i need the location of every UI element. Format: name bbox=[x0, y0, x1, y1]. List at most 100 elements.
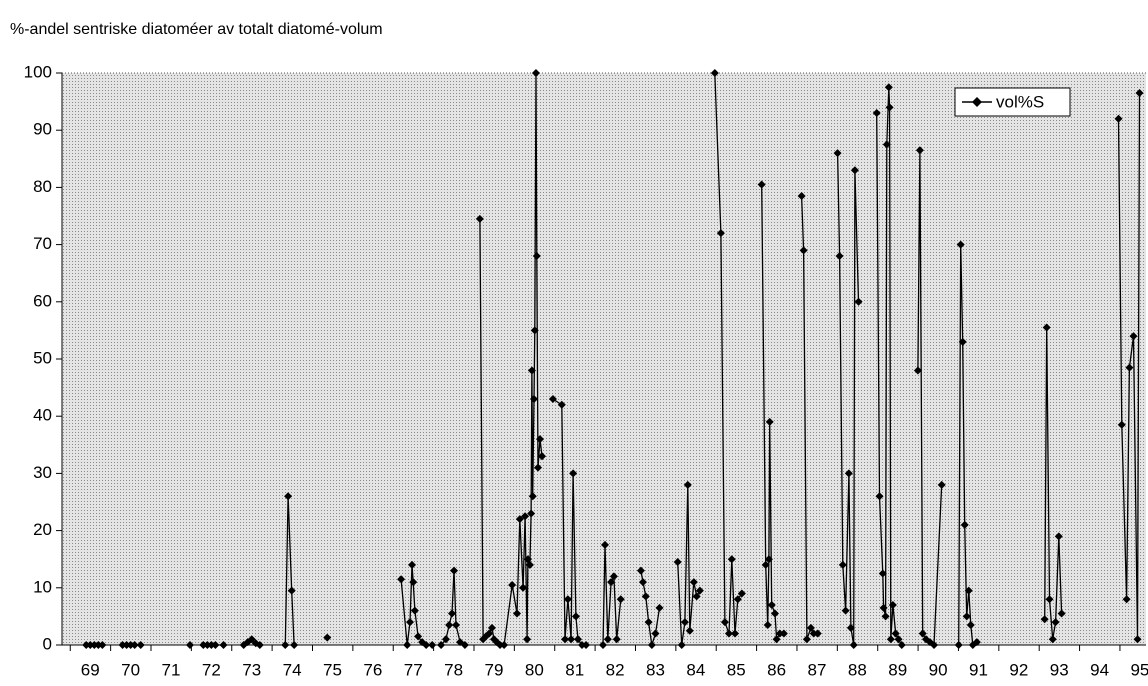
data-point bbox=[441, 635, 450, 644]
data-point bbox=[536, 435, 545, 444]
x-tick-label: 88 bbox=[848, 660, 867, 679]
data-point bbox=[930, 641, 939, 649]
data-point bbox=[397, 575, 406, 584]
data-point bbox=[90, 641, 99, 649]
data-point bbox=[410, 606, 419, 615]
data-point bbox=[809, 629, 818, 638]
data-point bbox=[897, 641, 906, 649]
data-point bbox=[609, 572, 618, 581]
y-tick-label: 60 bbox=[33, 291, 52, 310]
data-point bbox=[582, 641, 591, 649]
x-tick-label: 86 bbox=[767, 660, 786, 679]
data-point bbox=[1125, 363, 1134, 372]
data-point bbox=[561, 635, 570, 644]
data-point bbox=[527, 366, 536, 375]
data-point bbox=[437, 641, 446, 649]
data-point bbox=[414, 632, 423, 641]
data-point bbox=[806, 623, 815, 632]
data-point bbox=[616, 595, 625, 604]
data-point bbox=[757, 180, 766, 189]
x-tick-label: 93 bbox=[1050, 660, 1069, 679]
data-point bbox=[281, 641, 290, 649]
data-point bbox=[1135, 89, 1144, 98]
data-point bbox=[567, 635, 576, 644]
data-point bbox=[962, 612, 971, 621]
data-point bbox=[838, 560, 847, 569]
data-point bbox=[255, 641, 264, 649]
data-point bbox=[527, 509, 536, 518]
data-point bbox=[772, 635, 781, 644]
data-point bbox=[284, 492, 293, 501]
data-point bbox=[727, 555, 736, 564]
data-point bbox=[422, 641, 431, 649]
data-point bbox=[538, 452, 547, 461]
data-point bbox=[802, 635, 811, 644]
data-point bbox=[689, 578, 698, 587]
data-point bbox=[850, 166, 859, 175]
data-point bbox=[651, 629, 660, 638]
data-point bbox=[1054, 532, 1063, 541]
x-tick-label: 95 bbox=[1130, 660, 1148, 679]
x-tick-label: 72 bbox=[202, 660, 221, 679]
data-point bbox=[695, 586, 704, 595]
x-tick-label: 71 bbox=[162, 660, 181, 679]
data-point bbox=[408, 560, 417, 569]
data-point bbox=[523, 635, 532, 644]
plot-area bbox=[62, 73, 1146, 645]
data-point bbox=[126, 641, 135, 649]
data-point bbox=[844, 469, 853, 478]
data-point bbox=[767, 600, 776, 609]
data-point bbox=[915, 146, 924, 155]
data-point bbox=[636, 566, 645, 575]
y-tick-label: 50 bbox=[33, 348, 52, 367]
data-point bbox=[203, 641, 212, 649]
y-tick-label: 0 bbox=[43, 634, 52, 653]
legend: vol%S bbox=[954, 87, 1071, 117]
data-point bbox=[571, 612, 580, 621]
data-point bbox=[770, 609, 779, 618]
data-point bbox=[86, 641, 95, 649]
data-point bbox=[247, 635, 256, 644]
data-point bbox=[607, 578, 616, 587]
x-tick-label: 80 bbox=[525, 660, 544, 679]
data-point bbox=[118, 641, 127, 649]
data-point bbox=[207, 641, 216, 649]
data-point bbox=[1057, 609, 1066, 618]
data-point bbox=[521, 512, 530, 521]
data-point bbox=[894, 635, 903, 644]
y-tick-label: 80 bbox=[33, 177, 52, 196]
data-point bbox=[211, 641, 220, 649]
data-point bbox=[569, 469, 578, 478]
data-point bbox=[937, 480, 946, 489]
data-point bbox=[450, 566, 459, 575]
data-point bbox=[683, 480, 692, 489]
x-tick-label: 91 bbox=[969, 660, 988, 679]
data-point bbox=[764, 555, 773, 564]
y-tick-label: 10 bbox=[33, 577, 52, 596]
x-tick-label: 83 bbox=[646, 660, 665, 679]
data-point bbox=[878, 569, 887, 578]
data-point bbox=[716, 229, 725, 238]
y-tick-label: 20 bbox=[33, 520, 52, 539]
data-point bbox=[94, 641, 103, 649]
legend-marker bbox=[972, 97, 982, 107]
data-point bbox=[445, 620, 454, 629]
data-point bbox=[779, 629, 788, 638]
data-point bbox=[972, 638, 981, 647]
data-point bbox=[603, 635, 612, 644]
data-point bbox=[500, 641, 509, 649]
data-point bbox=[833, 149, 842, 158]
data-point bbox=[525, 560, 534, 569]
data-point bbox=[136, 641, 145, 649]
data-point bbox=[528, 492, 537, 501]
data-point bbox=[1122, 595, 1131, 604]
data-point bbox=[761, 560, 770, 569]
data-point bbox=[122, 641, 131, 649]
data-point bbox=[1129, 332, 1138, 341]
data-point bbox=[956, 240, 965, 249]
data-point bbox=[530, 326, 539, 335]
data-point bbox=[519, 583, 528, 592]
data-point bbox=[98, 641, 107, 649]
data-point bbox=[598, 641, 607, 649]
